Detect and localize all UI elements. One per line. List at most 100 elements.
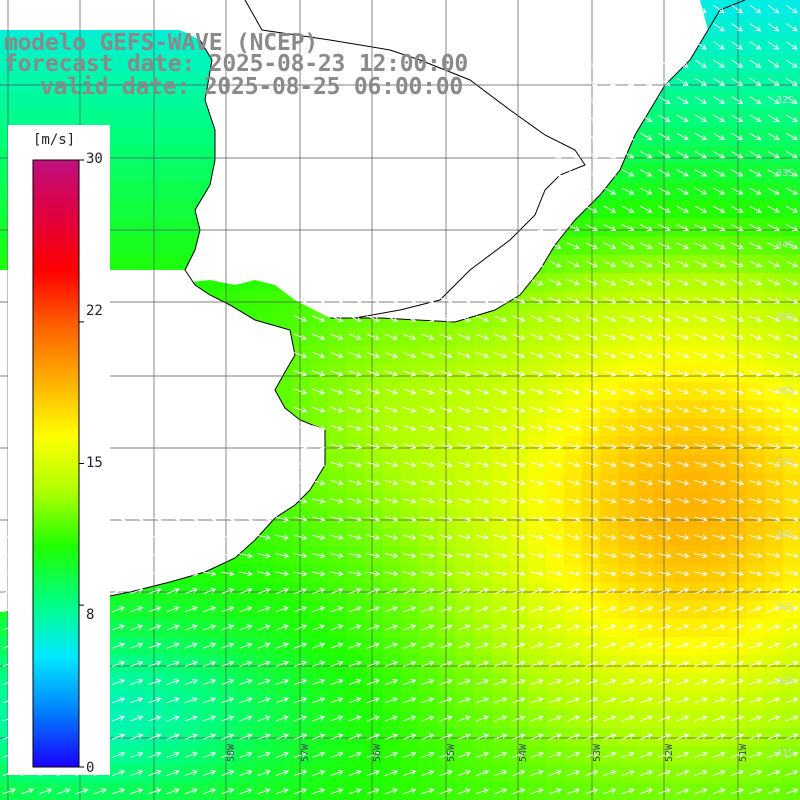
field-cell: [527, 655, 547, 674]
field-cell: [746, 746, 765, 765]
wind-arrow: [384, 606, 399, 613]
wind-arrow: [585, 697, 599, 704]
wind-arrow: [457, 333, 471, 341]
wind-arrow: [348, 297, 362, 304]
wind-arrow: [639, 278, 653, 286]
wind-arrow: [657, 406, 672, 413]
wind-arrow: [512, 461, 526, 468]
field-cell: [91, 72, 110, 92]
wind-arrow: [330, 370, 344, 377]
field-cell: [236, 637, 256, 656]
wind-arrow: [366, 370, 380, 377]
wind-arrow: [621, 624, 635, 631]
wind-arrow: [785, 697, 799, 704]
wind-arrow: [184, 678, 198, 686]
field-cell: [109, 236, 128, 256]
field-cell: [782, 218, 800, 238]
wind-arrow: [585, 151, 598, 159]
wind-arrow: [111, 642, 126, 649]
field-cell: [473, 746, 492, 765]
wind-arrow: [676, 461, 690, 468]
wind-arrow: [603, 132, 617, 141]
field-cell: [200, 655, 219, 674]
wind-arrow: [312, 443, 326, 450]
field-cell: [145, 54, 165, 74]
wind-arrow: [749, 41, 762, 50]
wind-arrow: [239, 570, 253, 577]
wind-arrow: [239, 733, 253, 740]
wind-arrow: [403, 642, 417, 649]
field-cell: [673, 637, 693, 656]
wind-arrow: [730, 315, 744, 322]
valid-date: valid date: 2025-08-25 06:00:00: [40, 74, 464, 100]
wind-arrow: [457, 498, 472, 504]
field-cell: [546, 691, 565, 711]
wind-arrow: [239, 769, 253, 777]
field-cell: [345, 600, 365, 620]
field-cell: [200, 728, 219, 747]
wind-arrow: [530, 260, 544, 268]
field-cell: [182, 54, 201, 74]
field-cell: [291, 746, 310, 765]
field-cell: [127, 655, 147, 674]
field-cell: [764, 637, 784, 656]
wind-arrow: [676, 624, 690, 631]
wind-arrow: [421, 642, 435, 649]
field-cell: [782, 163, 800, 183]
wind-arrow: [785, 132, 799, 141]
field-cell: [491, 600, 511, 620]
wind-arrow: [585, 224, 599, 231]
field-cell: [109, 691, 128, 711]
wind-arrow: [712, 769, 726, 777]
wind-arrow: [494, 642, 508, 649]
field-cell: [382, 673, 401, 693]
field-cell: [637, 673, 656, 693]
wind-arrow: [293, 642, 308, 649]
wind-arrow: [421, 587, 435, 595]
wind-arrow: [785, 242, 799, 250]
field-cell: [345, 637, 365, 656]
wind-arrow: [457, 715, 471, 722]
wind-arrow: [530, 552, 545, 559]
wind-arrow: [403, 587, 417, 595]
field-cell: [109, 36, 128, 56]
wind-arrow: [202, 606, 217, 613]
wind-arrow: [767, 788, 781, 795]
wind-arrow: [130, 587, 144, 595]
wind-arrow: [130, 660, 144, 667]
wind-arrow: [785, 788, 799, 795]
field-cell: [527, 709, 547, 729]
field-cell: [400, 600, 420, 620]
field-cell: [72, 54, 92, 74]
wind-arrow: [257, 733, 271, 740]
wind-arrow: [548, 352, 562, 359]
wind-arrow: [585, 443, 599, 450]
wind-arrow: [621, 642, 635, 649]
wind-arrow: [184, 715, 198, 722]
wind-arrow: [785, 114, 799, 122]
wind-arrow: [767, 315, 781, 322]
field-cell: [18, 91, 37, 110]
wind-arrow: [475, 516, 490, 522]
field-cell: [618, 673, 638, 693]
wind-arrow: [767, 278, 781, 286]
uruguay-brazil-coastline: [330, 0, 746, 323]
wind-arrow: [293, 715, 308, 722]
wind-arrow: [603, 480, 617, 486]
wind-arrow: [384, 697, 399, 704]
wind-arrow: [439, 425, 453, 431]
field-cell: [182, 163, 201, 183]
wind-arrow: [731, 169, 744, 177]
wind-arrow: [439, 461, 453, 468]
field-cell: [637, 600, 656, 620]
wind-arrow: [475, 425, 490, 431]
wind-arrow: [548, 260, 562, 268]
field-cell: [764, 691, 784, 711]
wind-arrow: [585, 132, 598, 141]
wind-arrow: [421, 406, 435, 413]
wind-arrow: [330, 352, 344, 359]
wind-arrow: [749, 242, 762, 250]
field-cell: [473, 618, 492, 638]
field-cell: [145, 673, 165, 693]
wind-arrow: [603, 297, 617, 304]
